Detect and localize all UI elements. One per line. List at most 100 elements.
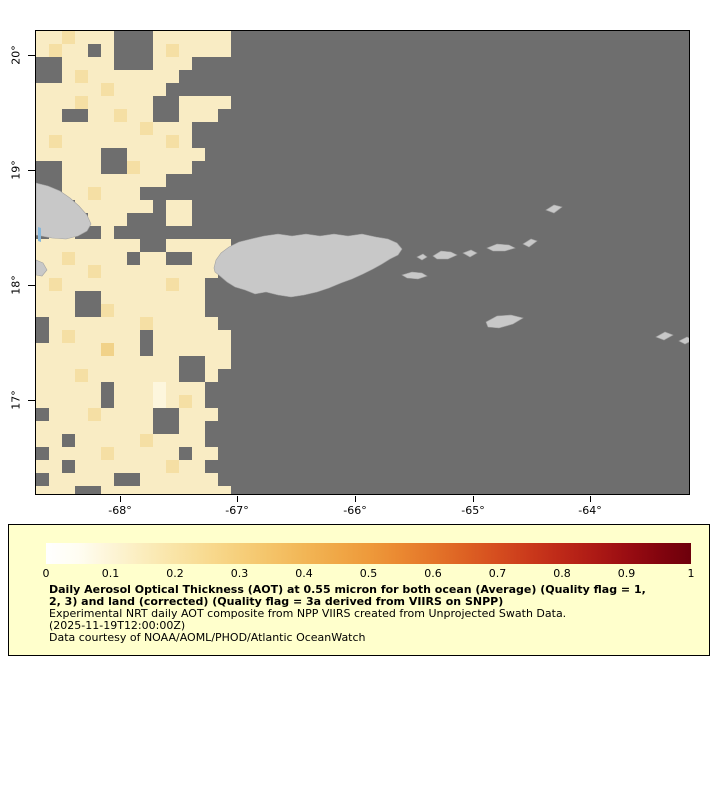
aot-cell xyxy=(179,291,192,304)
aot-cell xyxy=(114,486,127,494)
aot-cell xyxy=(153,382,166,395)
aot-cell xyxy=(140,265,153,278)
aot-cell xyxy=(127,200,140,213)
latitude-tick xyxy=(28,285,35,286)
aot-cell xyxy=(127,161,140,174)
aot-cell xyxy=(88,252,101,265)
longitude-tick-label: -64° xyxy=(578,504,602,517)
aot-cell xyxy=(127,317,140,330)
aot-cell xyxy=(101,239,114,252)
aot-cell xyxy=(114,239,127,252)
aot-cell xyxy=(75,148,88,161)
aot-cell xyxy=(36,239,49,252)
aot-cell xyxy=(36,83,49,96)
colorbar-tick-label: 0.2 xyxy=(166,567,184,580)
aot-cell xyxy=(179,265,192,278)
st-thomas-island xyxy=(432,250,458,260)
aot-cell xyxy=(153,460,166,473)
aot-cell xyxy=(153,44,166,57)
aot-cell xyxy=(114,434,127,447)
aot-cell xyxy=(36,434,49,447)
aot-cell xyxy=(62,421,75,434)
aot-cell xyxy=(101,421,114,434)
aot-cell xyxy=(179,408,192,421)
aot-cell xyxy=(101,369,114,382)
aot-cell xyxy=(49,83,62,96)
aot-cell xyxy=(75,382,88,395)
aot-cell xyxy=(101,343,114,356)
colorbar xyxy=(46,543,691,564)
aot-cell xyxy=(36,291,49,304)
aot-cell xyxy=(75,278,88,291)
aot-cell xyxy=(153,161,166,174)
aot-cell xyxy=(101,96,114,109)
aot-cell xyxy=(114,421,127,434)
aot-cell xyxy=(153,330,166,343)
aot-cell xyxy=(62,356,75,369)
longitude-tick xyxy=(120,496,121,502)
longitude-tick xyxy=(590,496,591,502)
aot-cell xyxy=(127,434,140,447)
aot-cell xyxy=(140,83,153,96)
aot-cell xyxy=(49,434,62,447)
aot-cell xyxy=(205,239,218,252)
aot-cell xyxy=(101,265,114,278)
aot-cell xyxy=(114,460,127,473)
st-martin-island xyxy=(678,336,689,345)
aot-cell xyxy=(88,356,101,369)
aot-cell xyxy=(127,83,140,96)
aot-cell xyxy=(166,304,179,317)
aot-cell xyxy=(192,265,205,278)
aot-cell xyxy=(179,31,192,44)
aot-cell xyxy=(140,460,153,473)
aot-cell xyxy=(62,44,75,57)
vieques-island xyxy=(401,271,428,280)
aot-cell xyxy=(205,330,218,343)
aot-cell xyxy=(88,187,101,200)
aot-cell xyxy=(88,135,101,148)
aot-cell xyxy=(153,122,166,135)
aot-cell xyxy=(101,70,114,83)
aot-cell xyxy=(140,278,153,291)
aot-cell xyxy=(166,382,179,395)
aot-cell xyxy=(179,343,192,356)
aot-cell xyxy=(49,330,62,343)
aot-cell xyxy=(62,304,75,317)
aot-cell xyxy=(101,291,114,304)
aot-cell xyxy=(166,356,179,369)
aot-cell xyxy=(62,382,75,395)
aot-cell xyxy=(101,356,114,369)
aot-cell xyxy=(49,135,62,148)
aot-cell xyxy=(127,395,140,408)
aot-cell xyxy=(36,460,49,473)
aot-cell xyxy=(153,291,166,304)
aot-cell xyxy=(114,291,127,304)
aot-cell xyxy=(75,187,88,200)
aot-cell xyxy=(179,57,192,70)
aot-cell xyxy=(62,408,75,421)
aot-cell xyxy=(205,96,218,109)
aot-cell xyxy=(140,200,153,213)
aot-cell xyxy=(36,148,49,161)
longitude-tick-label: -68° xyxy=(108,504,132,517)
aot-cell xyxy=(36,395,49,408)
aot-cell xyxy=(218,31,231,44)
aot-cell xyxy=(114,252,127,265)
aot-cell xyxy=(88,239,101,252)
aot-cell xyxy=(179,395,192,408)
aot-cell xyxy=(153,447,166,460)
aot-cell xyxy=(101,330,114,343)
aot-cell xyxy=(62,278,75,291)
longitude-tick xyxy=(473,496,474,502)
aot-cell xyxy=(49,122,62,135)
st-john-island xyxy=(462,249,478,258)
aot-cell xyxy=(179,421,192,434)
map-area xyxy=(35,30,690,495)
aot-cell xyxy=(114,304,127,317)
aot-cell xyxy=(114,317,127,330)
aot-cell xyxy=(75,252,88,265)
aot-cell xyxy=(127,174,140,187)
aot-cell xyxy=(192,252,205,265)
caption-line-5: Data courtesy of NOAA/AOML/PHOD/Atlantic… xyxy=(49,631,366,644)
